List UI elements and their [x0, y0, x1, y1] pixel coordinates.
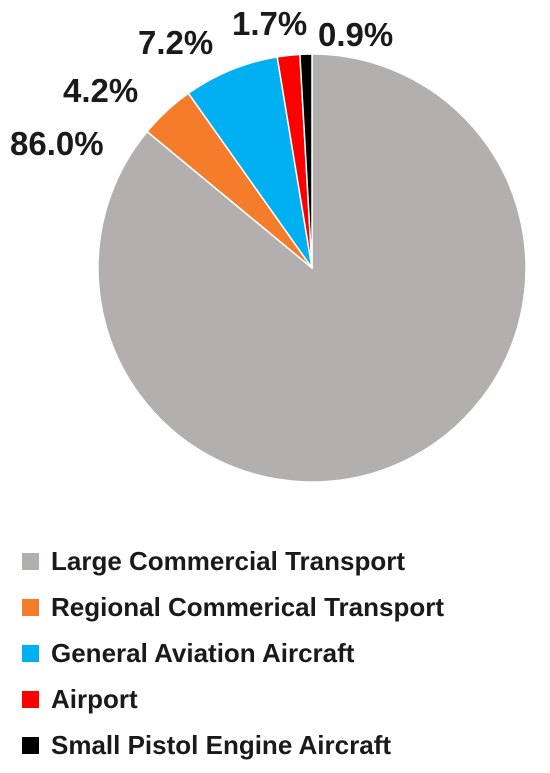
legend-item-airport: Airport: [22, 676, 444, 722]
legend-label: Small Pistol Engine Aircraft: [51, 729, 392, 760]
data-label-small-pistol-engine-aircraft: 0.9%: [318, 16, 393, 53]
legend-label: Regional Commerical Transport: [51, 591, 444, 622]
legend-swatch-small-pistol-engine-aircraft: [22, 736, 39, 754]
legend-item-small-pistol-engine-aircraft: Small Pistol Engine Aircraft: [22, 722, 444, 768]
legend-item-large-commercial-transport: Large Commercial Transport: [22, 538, 444, 584]
data-label-airport: 1.7%: [232, 5, 307, 42]
legend-swatch-general-aviation-aircraft: [22, 644, 39, 662]
legend-swatch-airport: [22, 690, 39, 708]
legend-label: Large Commercial Transport: [51, 545, 405, 576]
legend-swatch-regional-commerical-transport: [22, 598, 39, 616]
legend-label: Airport: [51, 683, 138, 714]
legend-swatch-large-commercial-transport: [22, 552, 39, 570]
pie-data-labels: 86.0% 4.2% 7.2% 1.7% 0.9%: [10, 5, 393, 162]
legend-item-regional-commerical-transport: Regional Commerical Transport: [22, 584, 444, 630]
legend-label: General Aviation Aircraft: [51, 637, 355, 668]
data-label-general-aviation-aircraft: 7.2%: [138, 24, 213, 61]
data-label-regional-commerical-transport: 4.2%: [63, 72, 138, 109]
legend-item-general-aviation-aircraft: General Aviation Aircraft: [22, 630, 444, 676]
legend: Large Commercial Transport Regional Comm…: [22, 538, 444, 768]
pie-slices: [97, 53, 527, 483]
data-label-large-commercial-transport: 86.0%: [10, 125, 104, 162]
pie-chart: 86.0% 4.2% 7.2% 1.7% 0.9%: [10, 5, 527, 483]
pie-slice-small-pistol-engine-aircraft: [299, 53, 313, 269]
